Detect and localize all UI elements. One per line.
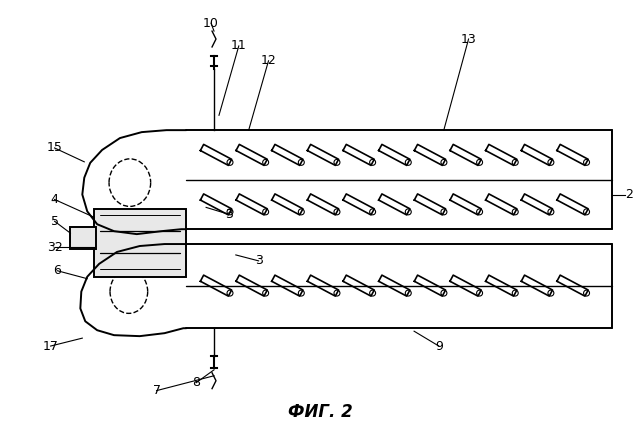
Text: 9: 9 (435, 340, 443, 353)
Text: 4: 4 (51, 193, 58, 206)
Text: 5: 5 (51, 215, 59, 228)
Bar (94, 210, 186, 277)
Text: 13: 13 (461, 33, 476, 45)
Text: 8: 8 (192, 376, 200, 389)
Text: 7: 7 (152, 384, 161, 397)
Text: 6: 6 (54, 264, 61, 277)
Bar (70, 227, 96, 249)
Text: 12: 12 (260, 54, 276, 67)
Text: 3: 3 (255, 255, 262, 267)
Text: 11: 11 (231, 40, 246, 52)
Text: ФИГ. 2: ФИГ. 2 (287, 403, 353, 422)
Text: 15: 15 (47, 142, 63, 154)
Text: 3: 3 (225, 208, 233, 221)
Text: 32: 32 (47, 241, 63, 253)
Text: 17: 17 (43, 340, 58, 353)
Text: 10: 10 (203, 17, 219, 30)
Text: 2: 2 (625, 188, 633, 201)
